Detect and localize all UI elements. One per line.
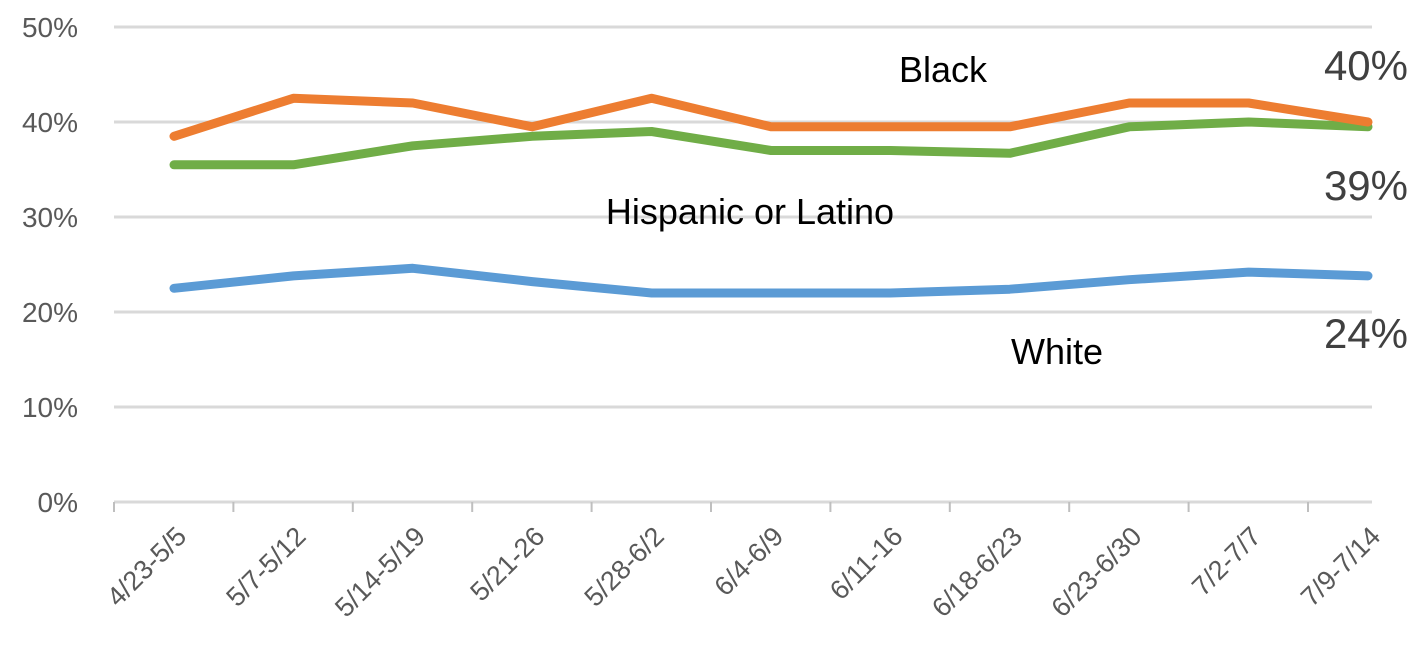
x-axis-labels: 4/23-5/5 5/7-5/12 5/14-5/19 5/21-26 5/28-6/2…	[101, 521, 1386, 623]
x-tick-label: 6/4-6/9	[709, 521, 790, 602]
x-tick-label: 7/9-7/14	[1295, 521, 1386, 612]
x-tick-label: 5/21-26	[464, 521, 550, 607]
x-tick-label: 7/2-7/7	[1186, 521, 1267, 602]
x-tick-label: 5/14-5/19	[329, 521, 431, 623]
x-tick-label: 6/18-6/23	[926, 521, 1028, 623]
x-tick-label: 6/23-6/30	[1046, 521, 1148, 623]
series-line-black	[169, 93, 1373, 141]
y-tick-label: 50%	[22, 12, 78, 43]
y-axis-labels: 0% 10% 20% 30% 40% 50%	[22, 12, 78, 518]
end-label-white: 24%	[1324, 310, 1408, 357]
end-label-black: 40%	[1324, 42, 1408, 89]
x-tick-label: 5/28-6/2	[579, 521, 670, 612]
series-line-white	[169, 263, 1373, 298]
x-tick-label: 5/7-5/12	[220, 521, 311, 612]
y-tick-label: 0%	[38, 487, 78, 518]
y-tick-label: 10%	[22, 392, 78, 423]
y-tick-label: 20%	[22, 297, 78, 328]
x-tick-label: 4/23-5/5	[101, 521, 192, 612]
y-tick-label: 30%	[22, 202, 78, 233]
end-label-hispanic-or-latino: 39%	[1324, 162, 1408, 209]
x-tick-label: 6/11-16	[824, 521, 909, 606]
series-label-hispanic-or-latino: Hispanic or Latino	[606, 191, 894, 232]
series-layer	[169, 93, 1373, 298]
y-tick-label: 40%	[22, 107, 78, 138]
series-label-white: White	[1011, 331, 1103, 372]
series-label-black: Black	[899, 49, 988, 90]
series-line-hispanic-or-latino	[169, 117, 1373, 170]
